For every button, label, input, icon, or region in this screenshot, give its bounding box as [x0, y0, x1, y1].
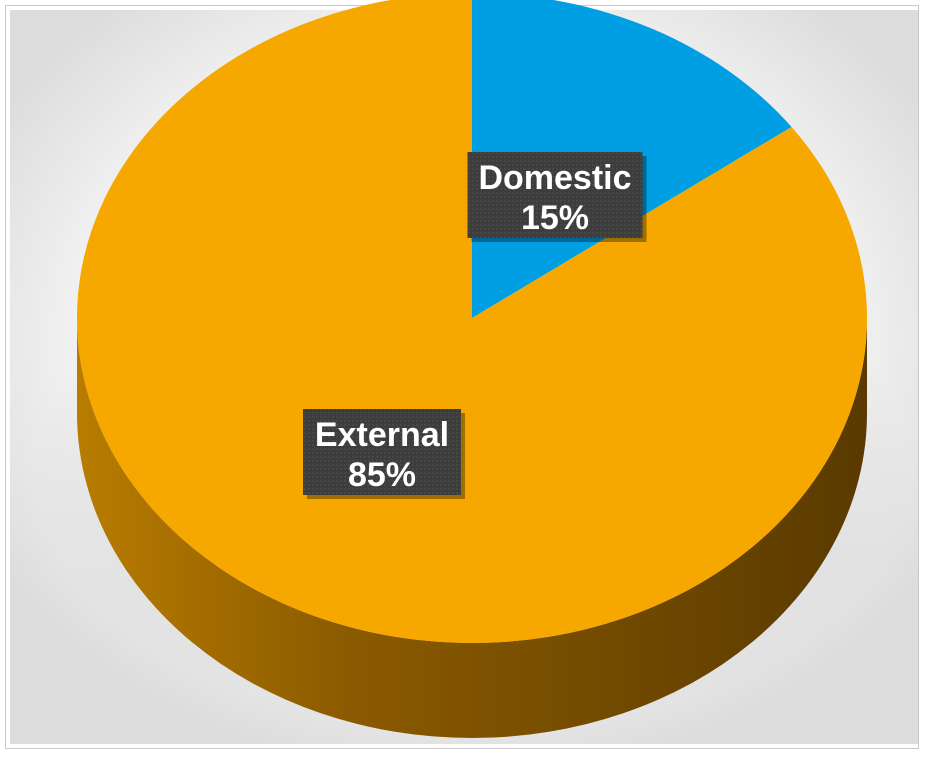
pie-side: [77, 318, 867, 738]
pie-top: [77, 0, 867, 643]
data-label-category: Domestic: [478, 159, 631, 197]
data-label-category: External: [315, 416, 449, 454]
data-label-value: 85%: [348, 456, 416, 494]
pie-slice-external[interactable]: [77, 0, 867, 643]
data-label-box: [467, 152, 643, 238]
data-label-value: 15%: [521, 199, 589, 237]
pie-side-wall: [77, 318, 867, 738]
data-label-box: [303, 409, 461, 495]
